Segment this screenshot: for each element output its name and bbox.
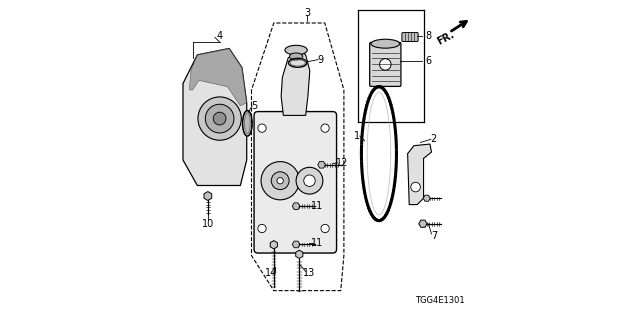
Text: FR.: FR.: [435, 29, 456, 47]
Circle shape: [304, 175, 316, 187]
Text: 1: 1: [353, 131, 360, 141]
Circle shape: [380, 59, 391, 70]
FancyBboxPatch shape: [254, 112, 337, 253]
Text: 8: 8: [425, 31, 431, 41]
Circle shape: [258, 124, 266, 132]
Text: 9: 9: [317, 55, 323, 65]
Circle shape: [296, 167, 323, 194]
Text: 13: 13: [303, 268, 315, 278]
FancyBboxPatch shape: [370, 43, 401, 86]
FancyBboxPatch shape: [402, 33, 418, 42]
Ellipse shape: [289, 53, 303, 60]
Text: 4: 4: [216, 31, 223, 41]
Text: 3: 3: [304, 8, 310, 19]
Circle shape: [411, 182, 420, 192]
Circle shape: [198, 97, 241, 140]
Circle shape: [261, 162, 300, 200]
Polygon shape: [189, 49, 246, 106]
Text: 11: 11: [311, 201, 324, 211]
Text: 5: 5: [252, 101, 258, 111]
Circle shape: [277, 178, 284, 184]
Text: 12: 12: [335, 157, 348, 168]
Text: 7: 7: [431, 231, 437, 242]
Ellipse shape: [244, 113, 250, 134]
Polygon shape: [281, 50, 310, 116]
Circle shape: [321, 124, 329, 132]
Text: 11: 11: [311, 238, 324, 248]
Ellipse shape: [243, 111, 252, 136]
Ellipse shape: [371, 39, 399, 48]
Circle shape: [321, 224, 329, 233]
Polygon shape: [183, 49, 246, 186]
Text: 2: 2: [430, 134, 436, 144]
Ellipse shape: [285, 45, 307, 55]
Circle shape: [258, 224, 266, 233]
Text: 14: 14: [264, 268, 276, 278]
Text: 6: 6: [425, 56, 431, 66]
Polygon shape: [408, 144, 431, 204]
Circle shape: [271, 172, 289, 190]
Circle shape: [213, 112, 226, 125]
Text: 10: 10: [202, 219, 214, 229]
Circle shape: [205, 104, 234, 133]
Text: TGG4E1301: TGG4E1301: [415, 296, 464, 305]
